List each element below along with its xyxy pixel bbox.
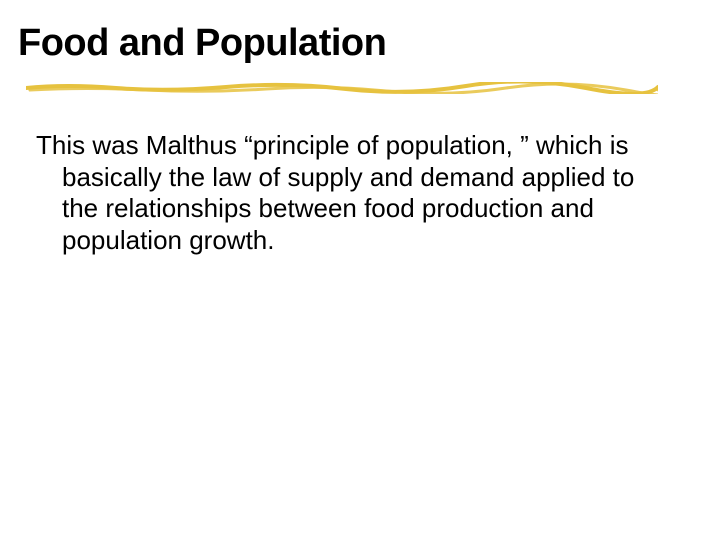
slide-body-text: This was Malthus “principle of populatio… <box>36 130 646 257</box>
title-underline <box>26 82 658 94</box>
slide: Food and Population This was Malthus “pr… <box>0 0 720 540</box>
underline-stroke-2 <box>30 84 658 94</box>
underline-stroke <box>26 82 658 94</box>
body-container: This was Malthus “principle of populatio… <box>36 130 646 257</box>
slide-title: Food and Population <box>18 22 698 65</box>
title-container: Food and Population <box>18 22 698 65</box>
